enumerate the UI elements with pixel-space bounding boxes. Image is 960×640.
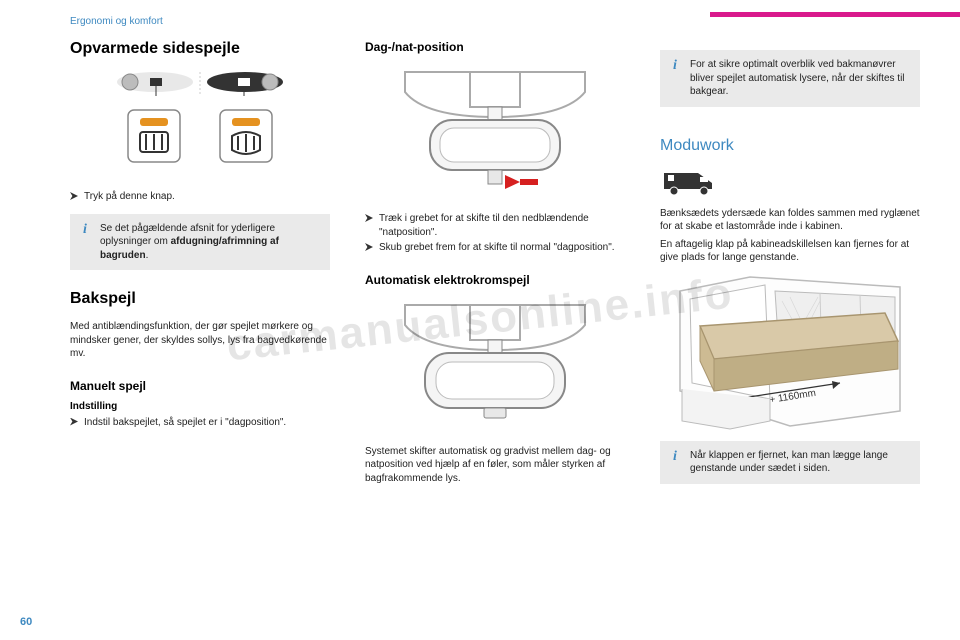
info-defog-text: Se det pågældende afsnit for yderligere … xyxy=(100,222,320,263)
setting-label: Indstilling xyxy=(70,401,330,412)
daynight-list: Træk i grebet for at skifte til den nedb… xyxy=(365,212,625,255)
page-number: 60 xyxy=(20,616,32,628)
press-button-item: Tryk på denne knap. xyxy=(70,190,330,204)
heated-mirror-figure xyxy=(70,70,330,180)
moduwork-figure: + 1160mm xyxy=(660,271,920,431)
heated-mirrors-title: Opvarmede sidespejle xyxy=(70,40,330,58)
auto-mirror-figure xyxy=(365,295,625,435)
rear-mirror-title: Bakspejl xyxy=(70,290,330,308)
moduwork-p2: En aftagelig klap på kabineadskillelsen … xyxy=(660,238,920,265)
top-accent-bar xyxy=(710,12,960,17)
info-box-flap: i Når klappen er fjernet, kan man lægge … xyxy=(660,441,920,484)
info-reverse-text: For at sikre optimalt overblik ved bakma… xyxy=(690,58,910,99)
daynight-figure xyxy=(365,62,625,202)
setting-bullet: Indstil bakspejlet, så spejlet er i "dag… xyxy=(70,416,330,430)
daynight-bullet-2: Skub grebet frem for at skifte til norma… xyxy=(365,241,625,255)
van-icon-figure xyxy=(660,165,920,197)
auto-mirror-text: Systemet skifter automatisk og gradvist … xyxy=(365,445,625,486)
info-icon: i xyxy=(668,449,682,463)
press-button-list: Tryk på denne knap. xyxy=(70,190,330,204)
manual-mirror-title: Manuelt spejl xyxy=(70,379,330,393)
info-box-reverse: i For at sikre optimalt overblik ved bak… xyxy=(660,50,920,107)
info-flap-text: Når klappen er fjernet, kan man lægge la… xyxy=(690,449,910,476)
daynight-bullet-1: Træk i grebet for at skifte til den nedb… xyxy=(365,212,625,239)
column-3: i For at sikre optimalt overblik ved bak… xyxy=(660,40,920,494)
info-icon: i xyxy=(78,222,92,236)
setting-list: Indstil bakspejlet, så spejlet er i "dag… xyxy=(70,416,330,430)
rear-mirror-text: Med antiblændingsfunktion, der gør spejl… xyxy=(70,320,330,361)
info-icon: i xyxy=(668,58,682,72)
info-box-defog: i Se det pågældende afsnit for yderliger… xyxy=(70,214,330,271)
moduwork-p1: Bænksædets ydersæde kan foldes sammen me… xyxy=(660,207,920,234)
column-2: Dag-/nat-position Træk i grebet for at s… xyxy=(365,40,625,485)
column-1: Opvarmede sidespejle xyxy=(70,40,330,431)
moduwork-title: Moduwork xyxy=(660,137,920,155)
daynight-title: Dag-/nat-position xyxy=(365,40,625,54)
auto-electrochromic-title: Automatisk elektrokromspejl xyxy=(365,273,625,287)
section-header: Ergonomi og komfort xyxy=(70,16,163,27)
